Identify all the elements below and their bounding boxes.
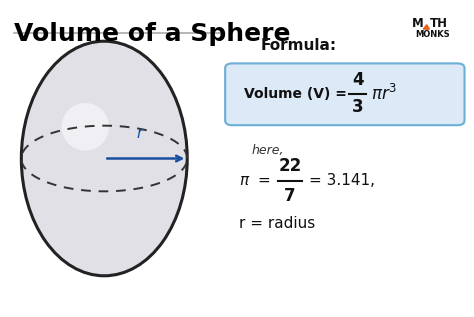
Text: here,: here, — [251, 144, 284, 157]
Text: r: r — [136, 126, 142, 141]
Text: Volume of a Sphere: Volume of a Sphere — [14, 22, 291, 46]
Text: 4: 4 — [352, 71, 364, 89]
Text: Formula:: Formula: — [261, 38, 337, 53]
Ellipse shape — [62, 103, 109, 151]
Ellipse shape — [21, 41, 187, 276]
Text: TH: TH — [429, 17, 447, 30]
Text: 3: 3 — [352, 98, 364, 116]
Text: 7: 7 — [284, 187, 296, 204]
Text: 22: 22 — [278, 157, 302, 175]
Text: $\pi$  =: $\pi$ = — [239, 173, 272, 188]
FancyBboxPatch shape — [225, 63, 465, 125]
Text: = 3.141,: = 3.141, — [309, 173, 375, 188]
Text: Volume (V) =: Volume (V) = — [244, 87, 352, 100]
Text: r = radius: r = radius — [239, 216, 316, 231]
Text: $\pi r^3$: $\pi r^3$ — [371, 83, 397, 104]
Text: M: M — [411, 17, 423, 30]
Polygon shape — [423, 25, 429, 29]
Text: MONKS: MONKS — [415, 30, 449, 39]
